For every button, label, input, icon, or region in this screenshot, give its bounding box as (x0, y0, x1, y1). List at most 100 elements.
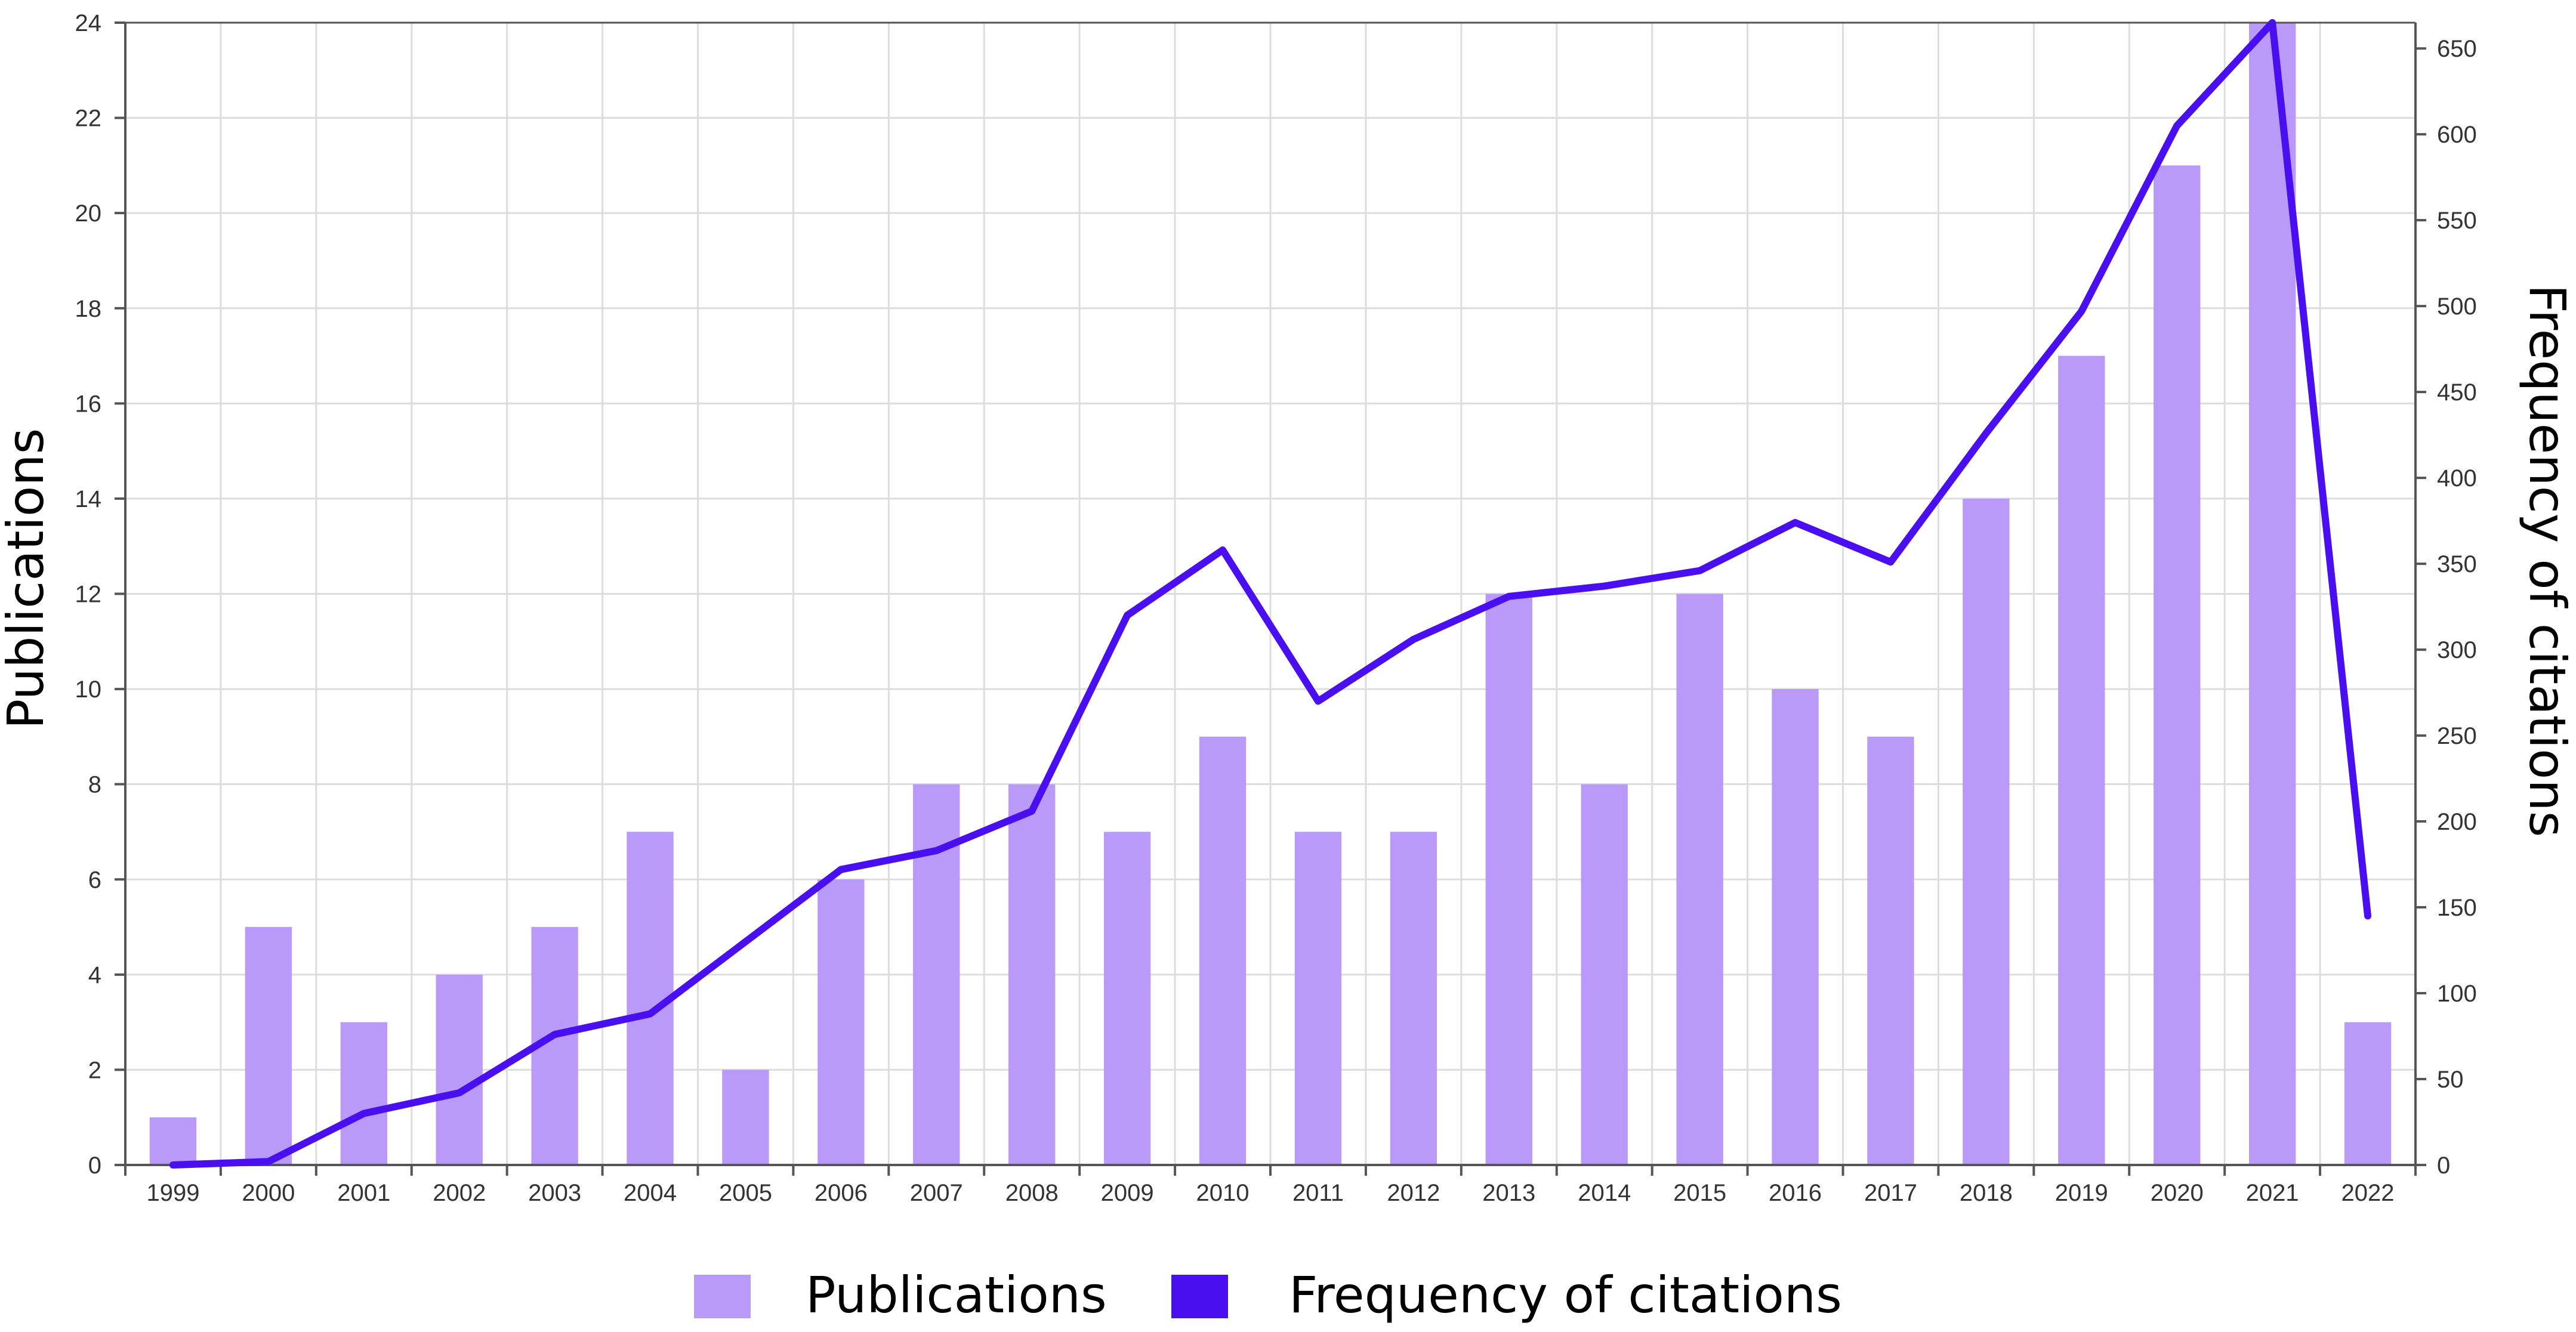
x-tick-label: 2012 (1387, 1180, 1440, 1206)
bar-publications-2002 (436, 974, 483, 1165)
axis-layer (115, 21, 2426, 1176)
y2-tick-label: 450 (2437, 379, 2477, 406)
y2-tick-label: 150 (2437, 895, 2477, 921)
point-citations-2012 (1411, 636, 1416, 642)
bar-publications-2010 (1199, 736, 1247, 1165)
x-tick-label: 2015 (1673, 1180, 1726, 1206)
y2-tick-label: 100 (2437, 981, 2477, 1007)
x-tick-label: 2019 (2055, 1180, 2108, 1206)
y-tick-label: 8 (88, 772, 101, 798)
y2-tick-label: 200 (2437, 809, 2477, 835)
x-tick-label: 2022 (2341, 1180, 2395, 1206)
point-citations-2003 (552, 1032, 557, 1037)
point-citations-2000 (266, 1159, 271, 1164)
bar-publications-2022 (2344, 1022, 2392, 1165)
point-citations-2017 (1888, 560, 1893, 565)
bar-publications-2020 (2154, 165, 2201, 1165)
point-citations-2002 (456, 1090, 462, 1096)
y2-tick-label: 550 (2437, 208, 2477, 234)
point-citations-2018 (1983, 431, 1989, 436)
x-tick-label: 2007 (910, 1180, 963, 1206)
x-tick-label: 2010 (1196, 1180, 1250, 1206)
x-tick-label: 2016 (1769, 1180, 1822, 1206)
line-layer (169, 19, 2372, 1169)
point-citations-2008 (1029, 808, 1035, 814)
point-citations-2022 (2365, 913, 2371, 919)
point-citations-2009 (1125, 613, 1130, 618)
bar-publications-2005 (722, 1070, 769, 1165)
x-tick-label: 2011 (1292, 1180, 1344, 1206)
y2-tick-label: 300 (2437, 637, 2477, 663)
bar-publications-2006 (817, 879, 865, 1165)
y-tick-label: 16 (75, 391, 102, 417)
y-axis-title: Publications (0, 428, 55, 730)
y2-axis-title: Frequency of citations (2518, 285, 2576, 837)
bar-publications-2019 (2058, 356, 2105, 1165)
bar-publications-2000 (245, 927, 292, 1165)
bar-publications-2009 (1103, 832, 1151, 1165)
legend: Publications Frequency of citations (694, 1266, 1842, 1324)
x-tick-label: 2004 (624, 1180, 677, 1206)
point-citations-2016 (1793, 520, 1798, 525)
legend-label-frequency-of-citations: Frequency of citations (1289, 1266, 1842, 1324)
x-tick-label: 2001 (337, 1180, 390, 1206)
x-tick-label: 2003 (528, 1180, 581, 1206)
x-tick-label: 2000 (242, 1180, 295, 1206)
point-citations-2010 (1220, 548, 1226, 553)
y2-tick-label: 50 (2437, 1067, 2464, 1093)
y-tick-label: 2 (88, 1057, 101, 1083)
y2-tick-label: 650 (2437, 36, 2477, 62)
y-tick-label: 12 (75, 582, 102, 608)
y2-tick-label: 350 (2437, 551, 2477, 577)
bar-publications-2011 (1294, 832, 1342, 1165)
legend-label-publications: Publications (806, 1266, 1107, 1324)
point-citations-2014 (1602, 583, 1607, 589)
bar-publications-2016 (1772, 689, 1819, 1165)
x-tick-label: 1999 (146, 1180, 199, 1206)
point-citations-2011 (1315, 699, 1321, 704)
bar-publications-2021 (2248, 23, 2296, 1165)
bar-publications-2014 (1581, 784, 1628, 1165)
y-tick-label: 20 (75, 200, 102, 227)
y-tick-label: 22 (75, 106, 102, 132)
x-tick-label: 2018 (1960, 1180, 2013, 1206)
bar-publications-2018 (1963, 498, 2010, 1165)
y2-tick-label: 0 (2437, 1152, 2450, 1179)
y-tick-label: 14 (75, 486, 102, 512)
point-citations-2007 (934, 848, 939, 854)
y2-tick-label: 600 (2437, 122, 2477, 148)
point-citations-2020 (2174, 123, 2180, 128)
bar-publications-2015 (1676, 594, 1723, 1165)
y2-tick-label: 400 (2437, 465, 2477, 492)
bar-publications-2017 (1867, 736, 1914, 1165)
x-tick-label: 2013 (1482, 1180, 1535, 1206)
y-tick-label: 18 (75, 296, 102, 322)
y-tick-label: 4 (88, 962, 101, 988)
x-tick-label: 2006 (815, 1180, 868, 1206)
point-citations-2006 (838, 867, 844, 872)
point-citations-1999 (170, 1163, 175, 1167)
point-citations-2015 (1697, 568, 1702, 573)
bar-publications-2012 (1390, 832, 1437, 1165)
point-citations-2013 (1506, 594, 1511, 599)
x-tick-label: 2020 (2151, 1180, 2204, 1206)
bar-publications-2013 (1485, 594, 1532, 1165)
bar-layer (149, 23, 2392, 1165)
legend-swatch-frequency-of-citations (1171, 1275, 1228, 1318)
x-tick-label: 2002 (433, 1180, 486, 1206)
line-frequency-of-citations (169, 19, 2372, 1169)
bar-publications-2001 (340, 1022, 387, 1165)
y-tick-label: 6 (88, 867, 101, 893)
point-citations-2001 (361, 1111, 366, 1116)
x-tick-label: 2005 (719, 1180, 772, 1206)
x-tick-label: 2017 (1864, 1180, 1917, 1206)
x-tick-label: 2009 (1101, 1180, 1154, 1206)
x-tick-label: 2014 (1578, 1180, 1631, 1206)
legend-swatch-publications (694, 1275, 751, 1318)
x-tick-label: 2008 (1005, 1180, 1059, 1206)
label-layer: 0246810121416182022240501001502002503003… (75, 10, 2477, 1206)
bar-publications-1999 (149, 1117, 197, 1165)
x-tick-label: 2021 (2246, 1180, 2299, 1206)
